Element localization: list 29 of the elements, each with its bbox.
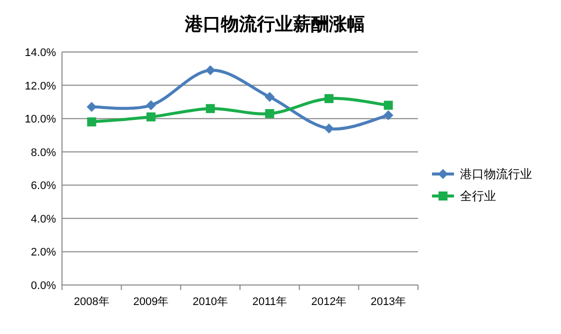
point: [206, 104, 215, 114]
x-tick-label: 2011年: [252, 296, 287, 308]
x-tick-label: 2008年: [74, 296, 110, 308]
point: [146, 100, 156, 110]
point: [324, 124, 334, 134]
point: [265, 109, 274, 118]
point: [324, 94, 334, 104]
y-tick-label: 12.0%: [24, 80, 56, 92]
y-tick-label: 2.0%: [30, 246, 56, 259]
point: [384, 100, 393, 110]
x-tick-label: 2013年: [370, 296, 406, 308]
y-tick-label: 10.0%: [24, 114, 56, 126]
point: [383, 110, 394, 120]
y-tick-label: 8.0%: [30, 146, 56, 159]
point: [205, 65, 216, 76]
chart-title: 港口物流行业薪酬涨幅: [184, 14, 365, 34]
point: [264, 92, 275, 102]
x-tick-label: 2009年: [133, 296, 169, 308]
legend-label: 全行业: [460, 189, 496, 203]
y-tick-label: 14.0%: [24, 47, 56, 59]
y-tick-label: 6.0%: [30, 180, 56, 192]
point: [87, 117, 96, 126]
point: [146, 112, 156, 122]
point: [86, 102, 97, 112]
y-tick-label: 0.0%: [30, 280, 56, 292]
y-tick-label: 4.0%: [30, 213, 56, 226]
legend-label: 港口物流行业: [460, 167, 532, 181]
x-tick-label: 2012年: [311, 296, 347, 308]
x-tick-label: 2010年: [192, 296, 228, 308]
